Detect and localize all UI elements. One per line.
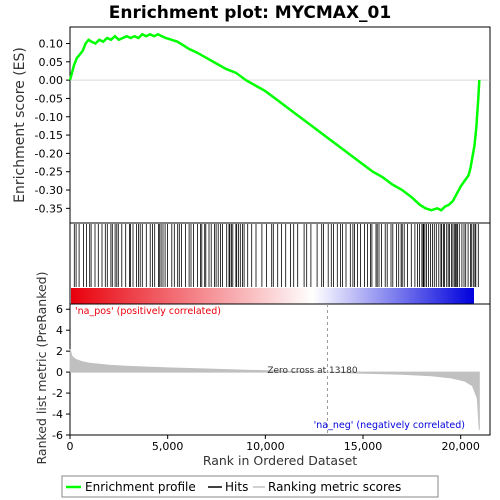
es-y-tick-label: 0.00	[39, 74, 64, 87]
es-y-tick-label: -0.05	[35, 92, 63, 105]
metric-y-tick-label: -2	[52, 387, 63, 400]
zero-cross-label: Zero cross at 13180	[267, 366, 358, 376]
legend-label-enrichment-profile: Enrichment profile	[85, 480, 196, 494]
metric-y-tick-label: 4	[56, 324, 63, 337]
x-axis: 0 5,000 10,000 15,000 20,000	[67, 435, 480, 453]
metric-panel: Zero cross at 13180 'na_pos' (positively…	[34, 272, 491, 465]
metric-y-tick-label: 2	[56, 345, 63, 358]
ranking-metric-area	[69, 348, 480, 430]
metric-y-tick-label: 6	[56, 303, 63, 316]
chart-title: Enrichment plot: MYCMAX_01	[109, 3, 391, 23]
legend: Enrichment profile Hits Ranking metric s…	[61, 475, 439, 498]
x-tick-label: 20,000	[441, 440, 480, 453]
legend-label-hits: Hits	[225, 480, 248, 494]
es-y-tick-label: 0.10	[39, 37, 64, 50]
es-y-tick-label: -0.15	[35, 129, 63, 142]
es-panel: 0.10 0.05 0.00 -0.05 -0.10 -0.15 -0.20 -0.25 -0.…	[12, 26, 491, 224]
es-y-tick-label: -0.20	[35, 147, 63, 160]
metric-y-axis: 6 4 2 0 -2 -4 -6	[52, 303, 70, 442]
negative-correlation-label: 'na_neg' (negatively correlated)	[314, 420, 465, 431]
rank-gradient-bar	[71, 288, 474, 304]
legend-label-ranking-metric: Ranking metric scores	[268, 480, 401, 494]
es-y-tick-label: -0.25	[35, 166, 63, 179]
x-axis-label: Rank in Ordered Dataset	[203, 453, 357, 468]
x-tick-label: 5,000	[152, 440, 184, 453]
positive-correlation-label: 'na_pos' (positively correlated)	[75, 306, 221, 317]
es-y-axis: 0.10 0.05 0.00 -0.05 -0.10 -0.15 -0.20 -0.25 -0.…	[35, 37, 490, 215]
es-y-tick-label: 0.05	[39, 56, 64, 69]
metric-y-tick-label: -4	[52, 408, 63, 421]
enrichment-profile-line	[68, 32, 481, 212]
hits-panel	[69, 222, 491, 305]
x-tick-label: 0	[67, 440, 74, 453]
hits-marks	[73, 224, 479, 287]
es-y-tick-label: -0.10	[35, 111, 63, 124]
x-tick-label: 10,000	[246, 440, 285, 453]
x-tick-label: 15,000	[344, 440, 383, 453]
metric-y-axis-label: Ranked list metric (PreRanked)	[34, 272, 49, 465]
metric-y-tick-label: -6	[52, 429, 63, 442]
es-y-axis-label: Enrichment score (ES)	[12, 47, 28, 203]
metric-y-tick-label: 0	[56, 366, 63, 379]
es-y-tick-label: -0.35	[35, 202, 63, 215]
es-y-tick-label: -0.30	[35, 184, 63, 197]
